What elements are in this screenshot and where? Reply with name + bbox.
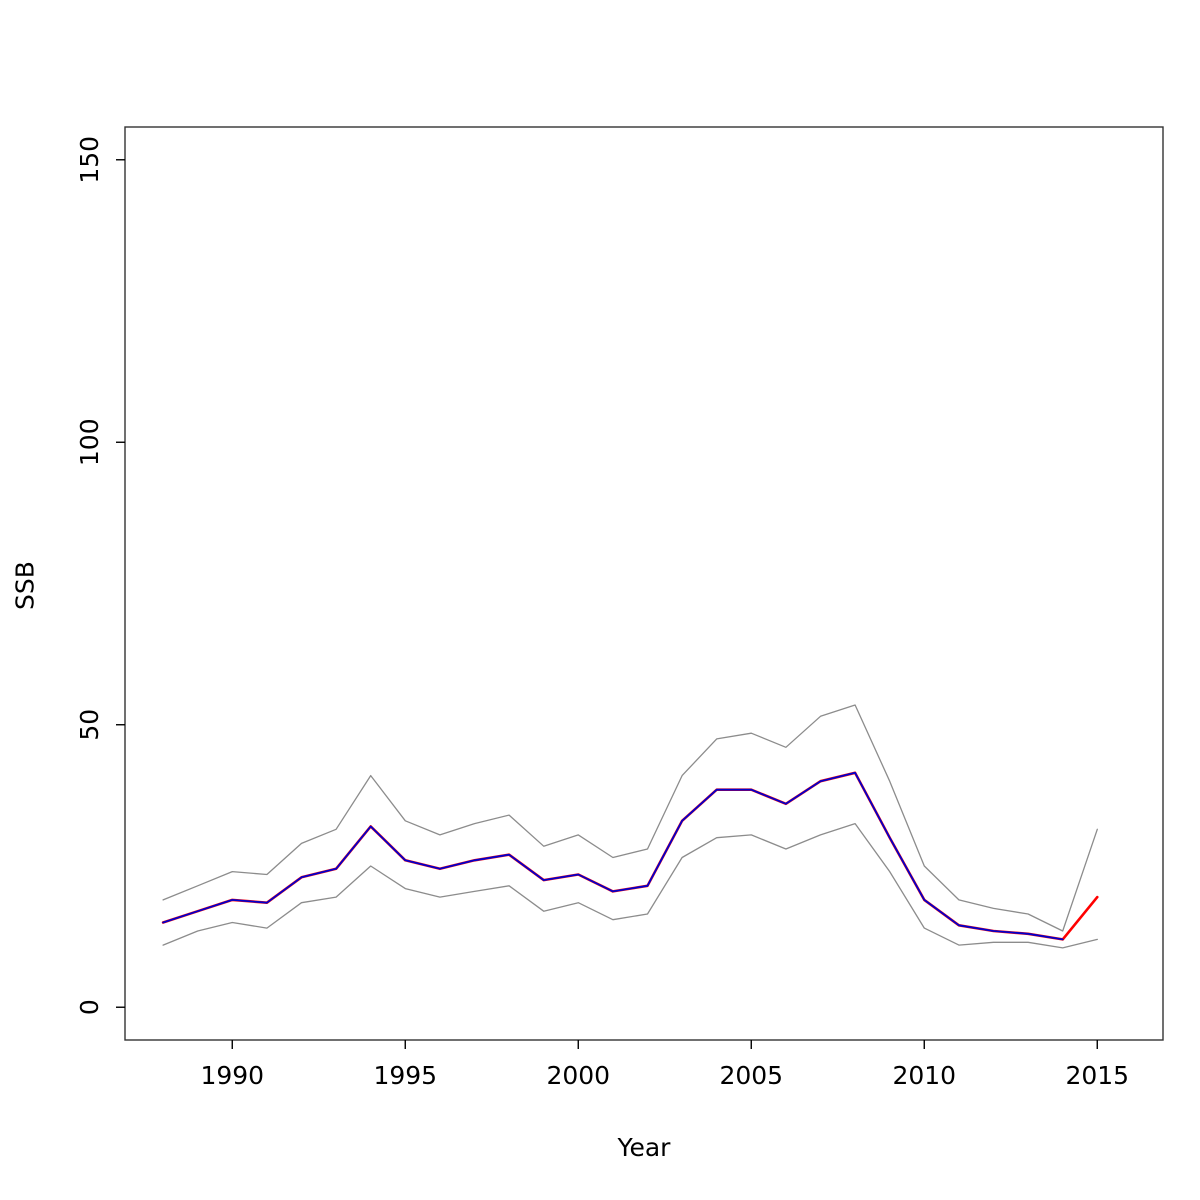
series-upper-ci xyxy=(162,704,1098,932)
series-ssb-estimate-red xyxy=(161,771,1099,941)
series-ssb-estimate-blue xyxy=(162,771,1064,941)
y-tick-label: 50 xyxy=(75,709,104,741)
y-axis-title: SSB xyxy=(10,561,40,610)
x-tick-label: 1990 xyxy=(200,1061,264,1090)
x-tick-label: 2000 xyxy=(546,1061,610,1090)
y-tick-label: 100 xyxy=(75,418,104,466)
x-tick-label: 2010 xyxy=(892,1061,956,1090)
x-tick-label: 1995 xyxy=(373,1061,437,1090)
plot-box xyxy=(124,126,1164,1041)
x-tick-label: 2005 xyxy=(719,1061,783,1090)
x-axis-title: Year xyxy=(617,1133,671,1162)
y-tick-label: 150 xyxy=(75,136,104,184)
x-tick-label: 2015 xyxy=(1065,1061,1129,1090)
series-lower-ci xyxy=(162,822,1098,949)
y-tick-label: 0 xyxy=(75,999,104,1015)
